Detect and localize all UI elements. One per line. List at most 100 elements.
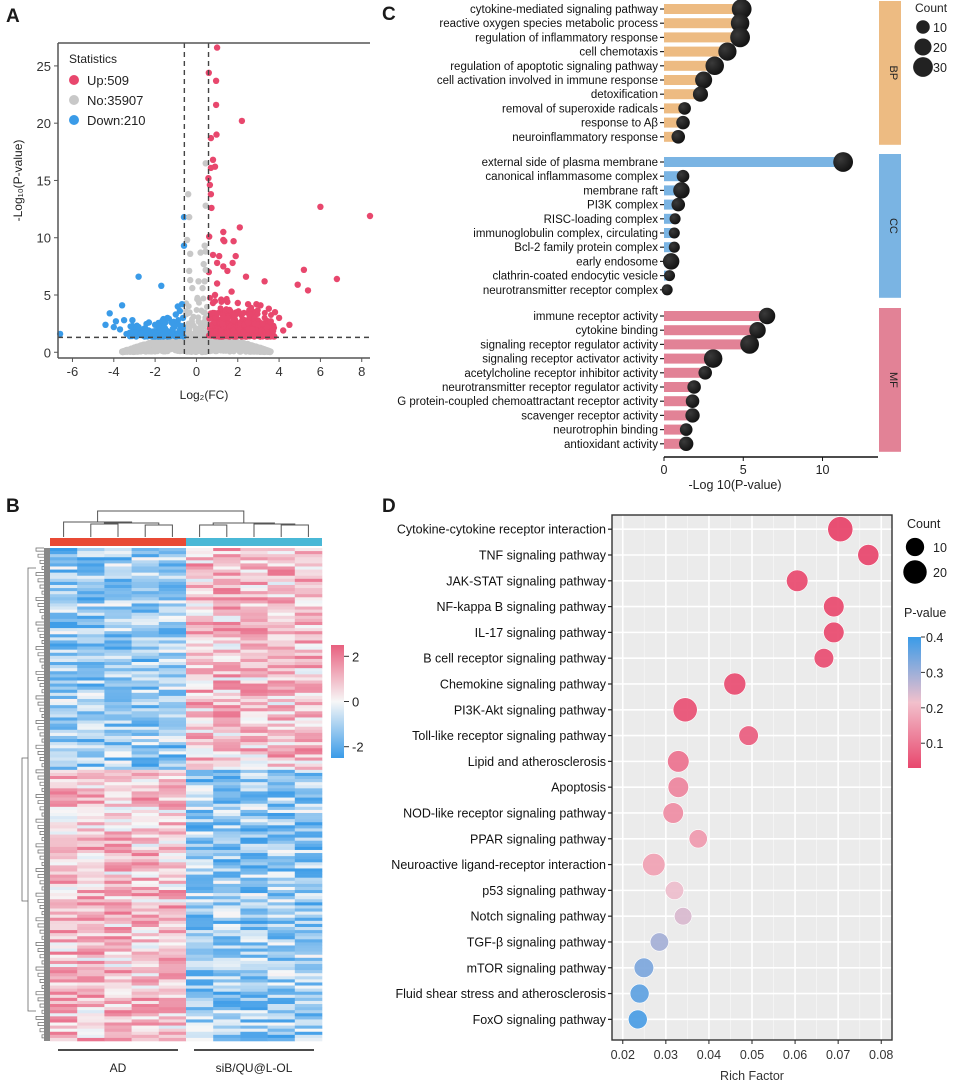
heatmap-cell: [213, 742, 241, 746]
heatmap-cell: [77, 757, 105, 761]
heatmap-cell: [77, 923, 105, 928]
volcano-point-down: [169, 325, 176, 332]
heatmap-cell: [213, 581, 241, 586]
heatmap-cell: [186, 880, 214, 885]
heatmap-cell: [186, 680, 214, 684]
heatmap-cell: [104, 976, 132, 980]
column-dendrogram-branch: [144, 524, 173, 537]
x-tick-label: 0.07: [826, 1048, 850, 1062]
row-dendrogram-branch: [41, 837, 44, 842]
heatmap-cell: [294, 1004, 323, 1008]
heatmap-cell: [267, 1000, 296, 1005]
heatmap-cell: [77, 994, 105, 999]
heatmap-cell: [104, 883, 132, 888]
heatmap-cell: [131, 779, 160, 783]
heatmap-cell: [50, 584, 78, 589]
heatmap-cell: [267, 603, 296, 607]
heatmap-cell: [158, 649, 187, 654]
heatmap-cell: [131, 745, 160, 749]
heatmap-cell: [213, 917, 241, 922]
heatmap-cell: [267, 973, 296, 977]
volcano-point-up: [206, 315, 213, 322]
heatmap-cell: [50, 920, 78, 925]
heatmap-cell: [294, 757, 323, 761]
heatmap-cell: [267, 920, 296, 925]
heatmap-cell: [77, 856, 105, 860]
heatmap-cell: [77, 615, 105, 620]
heatmap-cell: [186, 560, 214, 564]
row-dendrogram-branch: [41, 886, 44, 891]
heatmap-cell: [158, 739, 187, 743]
heatmap-cell: [186, 871, 214, 875]
heatmap-cell: [77, 806, 105, 811]
heatmap-cell: [267, 948, 296, 952]
volcano-point-up: [224, 298, 231, 306]
heatmap-cell: [50, 591, 78, 595]
row-dendrogram-branch: [37, 824, 44, 829]
heatmap-cell: [240, 763, 268, 768]
volcano-point-up: [265, 305, 272, 312]
heatmap-cell: [186, 655, 214, 660]
heatmap-cell: [240, 621, 268, 626]
volcano-point-no: [143, 345, 150, 352]
heatmap-cell: [294, 788, 323, 792]
heatmap-cell: [104, 1016, 132, 1020]
heatmap-cell: [267, 1004, 296, 1008]
x-tick-label: 8: [358, 364, 365, 379]
heatmap-cell: [240, 849, 268, 854]
volcano-point-down: [145, 319, 153, 326]
heatmap-cell: [131, 615, 160, 620]
heatmap-cell: [213, 677, 241, 681]
heatmap-cell: [131, 785, 160, 789]
heatmap-cell: [50, 548, 78, 552]
heatmap-cell: [104, 680, 132, 684]
heatmap-cell: [104, 705, 132, 709]
heatmap-cell: [131, 893, 160, 897]
heatmap-cell: [186, 729, 214, 734]
heatmap-cell: [186, 846, 214, 851]
heatmap-cell: [131, 997, 160, 1002]
go-bar: [664, 438, 687, 449]
heatmap-cell: [50, 646, 78, 650]
column-dendrogram-branch: [199, 524, 228, 537]
heatmap-cell: [213, 735, 241, 740]
heatmap-cell: [158, 991, 187, 996]
heatmap-cell: [294, 1022, 323, 1026]
heatmap-cell: [267, 652, 296, 657]
heatmap-cell: [213, 846, 241, 851]
row-dendrogram-branch: [39, 707, 44, 712]
heatmap-cell: [186, 939, 214, 943]
row-dendrogram-branch: [37, 898, 44, 903]
heatmap-cell: [267, 563, 296, 567]
heatmap-cell: [186, 1019, 214, 1023]
heatmap-cell: [104, 609, 132, 614]
heatmap-cell: [158, 735, 187, 740]
heatmap-cell: [158, 1004, 187, 1008]
pathway-label: FoxO signaling pathway: [473, 1013, 607, 1027]
go-term-label: signaling receptor activator activity: [482, 354, 658, 366]
go-bar: [664, 339, 750, 350]
heatmap-cell: [186, 646, 214, 650]
heatmap-cell: [104, 769, 132, 774]
heatmap-cell: [294, 806, 323, 811]
heatmap-cell: [294, 689, 323, 694]
heatmap-cell: [294, 723, 323, 728]
heatmap-cell: [213, 692, 241, 697]
heatmap-cell: [240, 994, 268, 999]
heatmap-cell: [186, 1013, 214, 1017]
go-count-dot: [679, 423, 693, 436]
heatmap-cell: [77, 982, 105, 986]
heatmap-cell: [50, 745, 78, 749]
heatmap-cell: [131, 757, 160, 761]
heatmap-cell: [158, 1022, 187, 1026]
heatmap-cell: [104, 930, 132, 934]
heatmap-cell: [240, 631, 268, 635]
heatmap-cell: [240, 819, 268, 823]
heatmap-cell: [186, 739, 214, 743]
volcano-point-up: [217, 305, 224, 312]
heatmap-cell: [158, 994, 187, 999]
row-dendrogram-branch: [35, 769, 44, 774]
volcano-point-up: [206, 181, 214, 189]
heatmap-cell: [186, 692, 214, 697]
heatmap-cell: [50, 625, 78, 629]
